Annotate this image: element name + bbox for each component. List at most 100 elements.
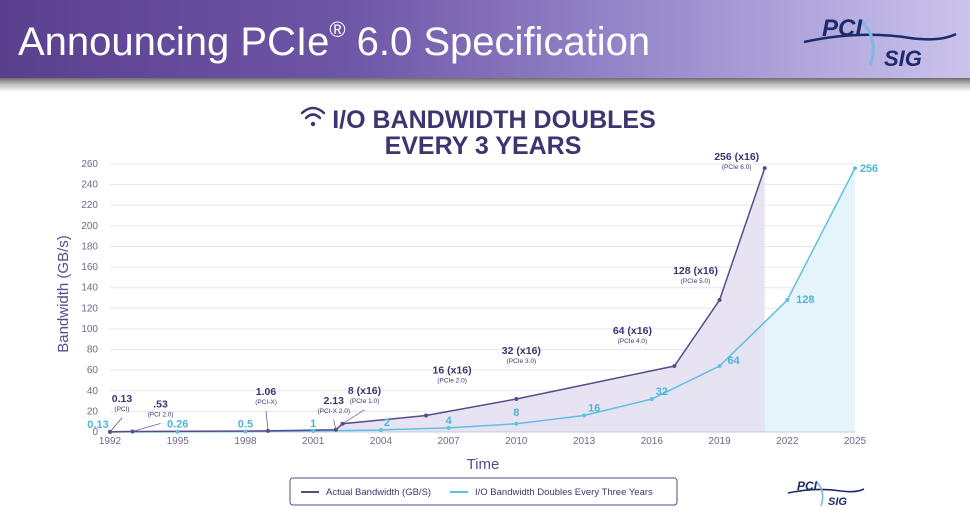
projected-point — [446, 425, 451, 430]
actual-label-leader — [342, 409, 365, 425]
actual-label-leader — [109, 417, 123, 433]
actual-data-sublabel: (PCI-X 2.0) — [317, 408, 350, 415]
actual-point — [424, 413, 429, 418]
actual-data-sublabel: (PCI) — [114, 406, 129, 413]
logo-top-text: PCI — [822, 15, 863, 42]
actual-label-leader — [265, 410, 269, 431]
x-tick-label: 1992 — [99, 436, 122, 447]
chart-title-line1: I/O BANDWIDTH DOUBLES — [332, 106, 656, 134]
actual-data-sublabel: (PCI-X) — [255, 399, 277, 406]
logo-swoosh — [803, 32, 957, 44]
actual-data-sublabel: (PCIe 3.0) — [507, 358, 537, 365]
x-axis-label: Time — [467, 456, 500, 473]
projected-point — [649, 397, 654, 402]
actual-area-fill — [110, 168, 765, 432]
actual-data-label: 16 (x16) — [433, 365, 472, 377]
y-tick-label: 180 — [81, 241, 98, 252]
actual-data-sublabel: (PCIe 5.0) — [681, 278, 711, 285]
footer-logo-swoosh-light — [815, 480, 824, 507]
projected-point — [785, 298, 790, 303]
title-prefix: Announcing PCIe — [18, 20, 330, 64]
y-axis: 0 20 40 60 80 100 120 140 160 180 200 220 240 260 — [81, 159, 98, 438]
projected-data-label: 64 — [727, 355, 740, 367]
legend-box — [289, 477, 678, 506]
y-tick-label: 0 — [92, 427, 98, 438]
x-tick-label: 2004 — [370, 436, 393, 447]
logo-swoosh-light — [858, 18, 875, 67]
actual-data-sublabel: (PCIe 2.0) — [437, 378, 467, 385]
y-axis-label: Bandwidth (GB/s) — [55, 235, 72, 353]
actual-data-sublabel: (PCIe 1.0) — [350, 398, 380, 405]
actual-data-label: 8 (x16) — [348, 385, 381, 397]
projected-point — [717, 364, 722, 369]
chart-title-line2: EVERY 3 YEARS — [385, 132, 582, 160]
projected-data-label: 0.13 — [87, 419, 108, 431]
actual-data-label: 128 (x16) — [673, 265, 718, 277]
x-tick-label: 1995 — [167, 436, 190, 447]
actual-point — [717, 298, 722, 303]
y-tick-label: 220 — [81, 200, 98, 211]
wifi-icon — [300, 106, 326, 127]
actual-point — [514, 397, 519, 402]
actual-data-label: 2.13 — [324, 395, 345, 407]
projected-data-label: 256 — [860, 163, 878, 175]
header-shadow — [0, 78, 970, 92]
y-tick-label: 200 — [81, 221, 98, 232]
projected-point — [514, 421, 519, 426]
actual-data-label: 0.13 — [112, 393, 133, 405]
projected-data-label: 128 — [796, 294, 814, 306]
footer-pci-sig-logo: PCI SIG — [787, 479, 865, 508]
y-tick-label: 100 — [81, 324, 98, 335]
projected-data-label: 2 — [384, 417, 390, 429]
footer-logo-swoosh — [787, 488, 865, 494]
page-title: Announcing PCIe® 6.0 Specification — [18, 16, 651, 65]
legend-label-projected: I/O Bandwidth Doubles Every Three Years — [475, 487, 653, 498]
legend-label-actual: Actual Bandwidth (GB/S) — [326, 487, 431, 498]
title-suffix: 6.0 Specification — [345, 20, 651, 64]
y-tick-label: 20 — [87, 406, 99, 417]
projected-point — [378, 427, 383, 432]
actual-label-leader — [333, 419, 337, 430]
projected-point — [311, 428, 316, 433]
projected-data-label: 0.26 — [167, 419, 188, 431]
footer-logo-top: PCI — [797, 479, 818, 493]
actual-data-label: 32 (x16) — [502, 345, 541, 357]
x-tick-label: 2013 — [573, 436, 596, 447]
projected-data-label: 0.5 — [238, 418, 253, 430]
projected-point — [175, 429, 180, 434]
x-tick-label: 2010 — [505, 436, 528, 447]
registered-mark: ® — [329, 16, 346, 42]
actual-data-label: 1.06 — [256, 386, 277, 398]
y-tick-label: 140 — [81, 283, 98, 294]
logo-bottom-text: SIG — [884, 46, 922, 71]
actual-data-label: 256 (x16) — [714, 151, 759, 163]
x-tick-label: 1998 — [234, 436, 257, 447]
actual-data-sublabel: (PCIe 4.0) — [618, 338, 648, 345]
y-tick-label: 160 — [81, 262, 98, 273]
header-banner — [0, 0, 970, 78]
actual-data-sublabel: (PCIe 6.0) — [722, 164, 752, 171]
actual-data-label: 64 (x16) — [613, 325, 652, 337]
projected-data-label: 32 — [656, 386, 668, 398]
area-fills — [110, 168, 855, 432]
y-tick-label: 120 — [81, 303, 98, 314]
actual-data-sublabel: (PCI 2.0) — [148, 411, 174, 418]
series-lines — [108, 166, 857, 434]
projected-data-label: 4 — [446, 415, 453, 427]
projected-data-label: 16 — [588, 403, 600, 415]
x-tick-label: 2001 — [302, 436, 325, 447]
y-tick-label: 40 — [87, 386, 99, 397]
x-tick-label: 2019 — [708, 436, 731, 447]
x-tick-label: 2022 — [776, 436, 799, 447]
projected-point — [582, 413, 587, 418]
actual-label-leader — [132, 423, 161, 432]
x-tick-label: 2007 — [438, 436, 461, 447]
projected-point — [853, 166, 857, 171]
actual-data-label: .53 — [153, 398, 168, 410]
x-tick-label: 2016 — [641, 436, 664, 447]
y-tick-label: 240 — [81, 180, 98, 191]
projected-data-label: 8 — [513, 407, 519, 419]
projected-data-label: 1 — [310, 418, 316, 430]
